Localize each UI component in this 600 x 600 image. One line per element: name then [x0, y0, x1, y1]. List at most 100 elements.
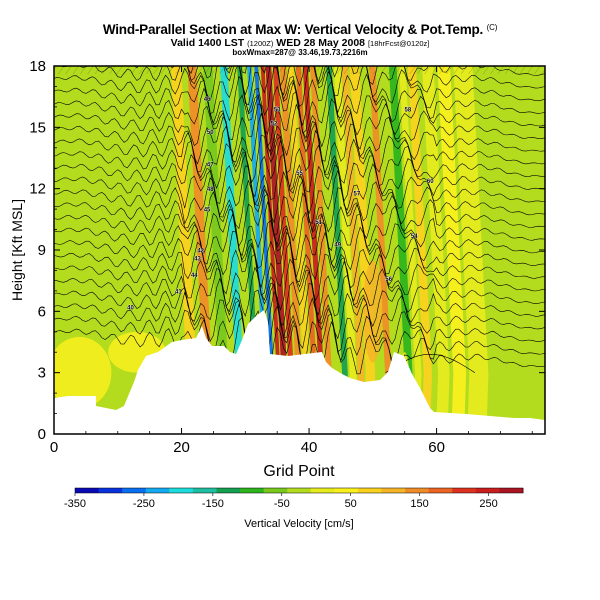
- colorbar: -350 -250 -150 -50 50 150 250: [64, 487, 524, 510]
- velocity-band: [379, 66, 403, 434]
- velocity-band: [272, 66, 294, 434]
- colorbar-frame: [74, 487, 524, 494]
- y-tick-label: 9: [38, 242, 46, 259]
- theta-contour: [54, 291, 545, 353]
- theta-contour: [54, 112, 545, 174]
- forecast-note: [18hrFcst@0120z]: [367, 39, 430, 48]
- colorbar-swatch: [75, 488, 100, 493]
- colorbar-swatch: [381, 488, 406, 493]
- theta-contour-label: 56: [385, 277, 392, 283]
- theta-contour-label: 60: [427, 179, 434, 185]
- theta-contour: [54, 191, 545, 252]
- velocity-band: [437, 66, 467, 434]
- theta-contour-label: 45: [204, 208, 211, 214]
- y-tick-label: 0: [38, 426, 46, 443]
- velocity-band: [287, 66, 310, 434]
- theta-contour-label: 43: [194, 257, 201, 263]
- theta-contour-label: 46: [204, 97, 211, 103]
- colorbar-swatch: [452, 488, 477, 493]
- theta-contour: [54, 177, 545, 240]
- velocity-band: [422, 66, 450, 434]
- theta-contour: [54, 317, 545, 378]
- y-tick-label: 15: [29, 119, 46, 136]
- chart-title: Wind-Parallel Section at Max W: Vertical…: [102, 22, 498, 37]
- terrain-mask: [54, 310, 545, 434]
- colorbar-swatch: [169, 488, 194, 493]
- colorbar-swatch: [216, 488, 241, 493]
- y-tick-label: 12: [29, 181, 46, 198]
- velocity-band: [341, 66, 365, 434]
- colorbar-swatch: [499, 488, 524, 493]
- valid-date: WED 28 May 2008: [276, 37, 366, 49]
- colorbar-swatch: [310, 488, 335, 493]
- velocity-band: [369, 66, 392, 434]
- theta-contour-label: 49: [334, 242, 341, 248]
- colorbar-tick-label: -50: [274, 498, 290, 510]
- box-note: boxWmax=287@ 33.46,19.73,2216m: [232, 48, 368, 57]
- theta-contour-label: 55: [296, 171, 303, 177]
- x-axis-label: Grid Point: [263, 463, 335, 480]
- x-tick-label: 20: [173, 439, 190, 456]
- valid-time-code: (1200Z): [247, 39, 274, 48]
- colorbar-tick-label: 150: [410, 498, 428, 510]
- velocity-band: [260, 66, 281, 434]
- colorbar-tick-label: -250: [133, 498, 155, 510]
- colorbar-swatch: [357, 488, 383, 493]
- top-hatch: [54, 66, 545, 74]
- theta-contour-label: 44: [191, 273, 198, 279]
- theta-contour: [54, 266, 545, 327]
- theta-contour-label: 57: [354, 191, 361, 197]
- theta-contour: [54, 87, 545, 150]
- velocity-band: [295, 66, 317, 434]
- theta-contour-label: 41: [175, 289, 182, 295]
- y-tick-label: 18: [29, 58, 46, 75]
- theta-contour: [54, 240, 545, 302]
- theta-contour: [54, 229, 545, 289]
- colorbar-swatch: [428, 488, 453, 493]
- colorbar-swatch: [145, 488, 170, 493]
- colorbar-swatch: [287, 488, 312, 493]
- velocity-band: [388, 66, 413, 434]
- theta-contour-label: 42: [197, 249, 204, 255]
- theta-contour-label: 51: [315, 220, 322, 226]
- theta-contour-label: 54: [411, 234, 418, 240]
- colorbar-swatch: [475, 488, 500, 493]
- colorbar-swatch: [122, 488, 147, 493]
- velocity-band: [399, 66, 422, 434]
- velocity-blob: [54, 336, 112, 409]
- y-axis: 0 3 6 9 12 15 18: [29, 58, 545, 443]
- theta-contour: [54, 303, 545, 367]
- chart-subtitle: Valid 1400 LST (1200Z) WED 28 May 2008 […: [0, 37, 600, 49]
- colorbar-tick-label: 250: [479, 498, 497, 510]
- colorbar-tick-label: -350: [64, 498, 86, 510]
- theta-contour-label: 53: [274, 107, 281, 113]
- x-tick-label: 40: [301, 439, 318, 456]
- velocity-band: [333, 66, 357, 434]
- colorbar-label: Vertical Velocity [cm/s]: [244, 518, 353, 530]
- theta-contour: [54, 165, 545, 225]
- y-tick-label: 3: [38, 365, 46, 382]
- colorbar-swatch: [240, 488, 265, 493]
- title-mark: (C): [486, 23, 498, 32]
- theta-contour-label: 48: [207, 187, 214, 193]
- x-tick-label: 60: [428, 439, 445, 456]
- theta-contour: [54, 153, 545, 215]
- colorbar-swatch: [192, 488, 217, 493]
- colorbar-swatch: [263, 488, 288, 493]
- y-tick-label: 6: [38, 303, 46, 320]
- theta-contour: [60, 66, 545, 114]
- theta-contour: [54, 213, 545, 279]
- colorbar-swatch: [98, 488, 123, 493]
- theta-contour-label: 40: [127, 306, 134, 312]
- colorbar-swatch: [405, 488, 430, 493]
- velocity-band: [453, 66, 489, 434]
- velocity-blob: [363, 260, 383, 363]
- y-axis-label: Height [Kft MSL]: [9, 199, 25, 301]
- theta-contour-label: 58: [405, 107, 412, 113]
- velocity-band: [407, 66, 432, 434]
- theta-contour-label: 52: [271, 122, 278, 128]
- x-axis: 0 20 40 60: [50, 66, 533, 456]
- theta-contour-label: 47: [207, 163, 214, 169]
- velocity-band: [265, 66, 288, 434]
